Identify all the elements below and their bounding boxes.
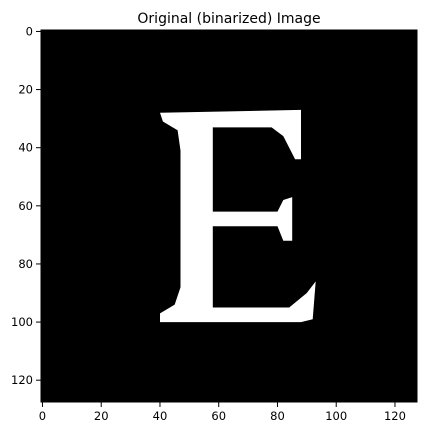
y-axis-ticks: 0 20 40 60 80 100 120: [11, 24, 41, 387]
x-axis-ticks: 0 20 40 60 80 100 120: [39, 402, 406, 423]
y-tick-label: 20: [18, 83, 33, 97]
x-tick-label: 40: [153, 409, 168, 423]
x-tick-label: 60: [211, 409, 226, 423]
y-tick-label: 60: [18, 199, 33, 213]
x-tick-label: 20: [94, 409, 109, 423]
image-plot-area: [40, 29, 418, 403]
plot-frame: [40, 29, 418, 403]
x-tick-label: 100: [325, 409, 347, 423]
y-tick-label: 80: [18, 257, 33, 271]
x-tick-label: 0: [39, 409, 46, 423]
chart-title: Original (binarized) Image: [137, 11, 320, 27]
x-tick-label: 80: [270, 409, 285, 423]
white-letter-shape: [160, 109, 316, 323]
x-tick-label: 120: [384, 409, 406, 423]
y-tick-label: 100: [11, 315, 33, 329]
y-tick-label: 40: [18, 141, 33, 155]
y-tick-label: 0: [26, 24, 33, 38]
y-tick-label: 120: [11, 373, 33, 387]
